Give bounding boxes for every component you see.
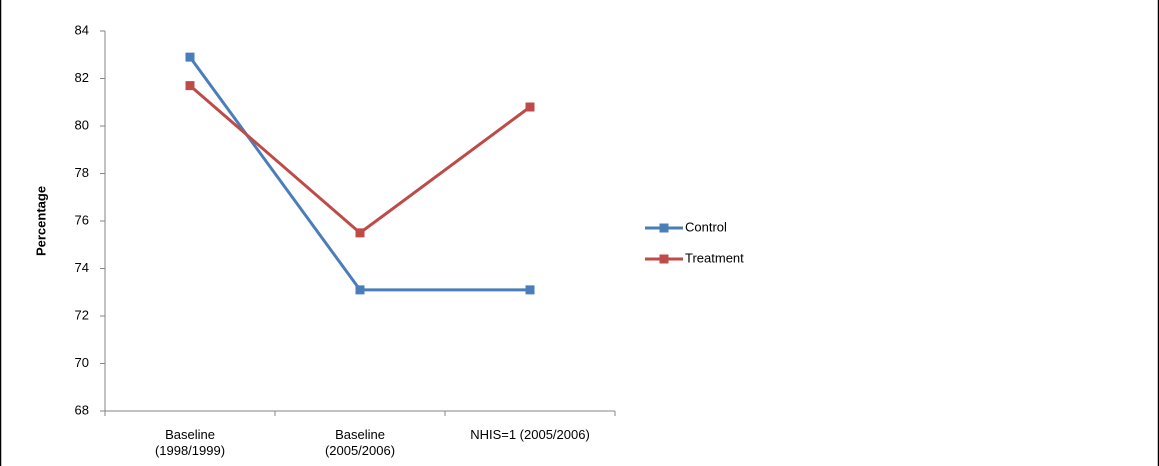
y-tick-label: 74 [75,260,89,275]
y-tick-label: 72 [75,307,89,322]
point-marker [355,228,365,238]
y-axis-label: Percentage [33,186,48,256]
legend-marker [659,223,669,233]
point-marker [525,102,535,112]
y-tick-label: 84 [75,22,89,37]
y-tick-label: 68 [75,402,89,417]
legend-label: Treatment [685,250,744,265]
y-tick-label: 80 [75,117,89,132]
x-tick-label: Baseline (2005/2006) [324,427,396,458]
x-tick-label: NHIS=1 (2005/2006) [470,427,590,442]
legend-marker [659,254,669,264]
point-marker [355,285,365,295]
x-tick-label: Baseline (1998/1999) [154,427,226,458]
y-tick-label: 70 [75,355,89,370]
y-tick-label: 82 [75,70,89,85]
y-tick-label: 78 [75,165,89,180]
point-marker [525,285,535,295]
series-line [189,84,531,235]
legend-label: Control [685,219,727,234]
y-tick-label: 76 [75,212,89,227]
series-line [188,56,530,292]
point-marker [185,52,195,62]
point-marker [185,81,195,91]
